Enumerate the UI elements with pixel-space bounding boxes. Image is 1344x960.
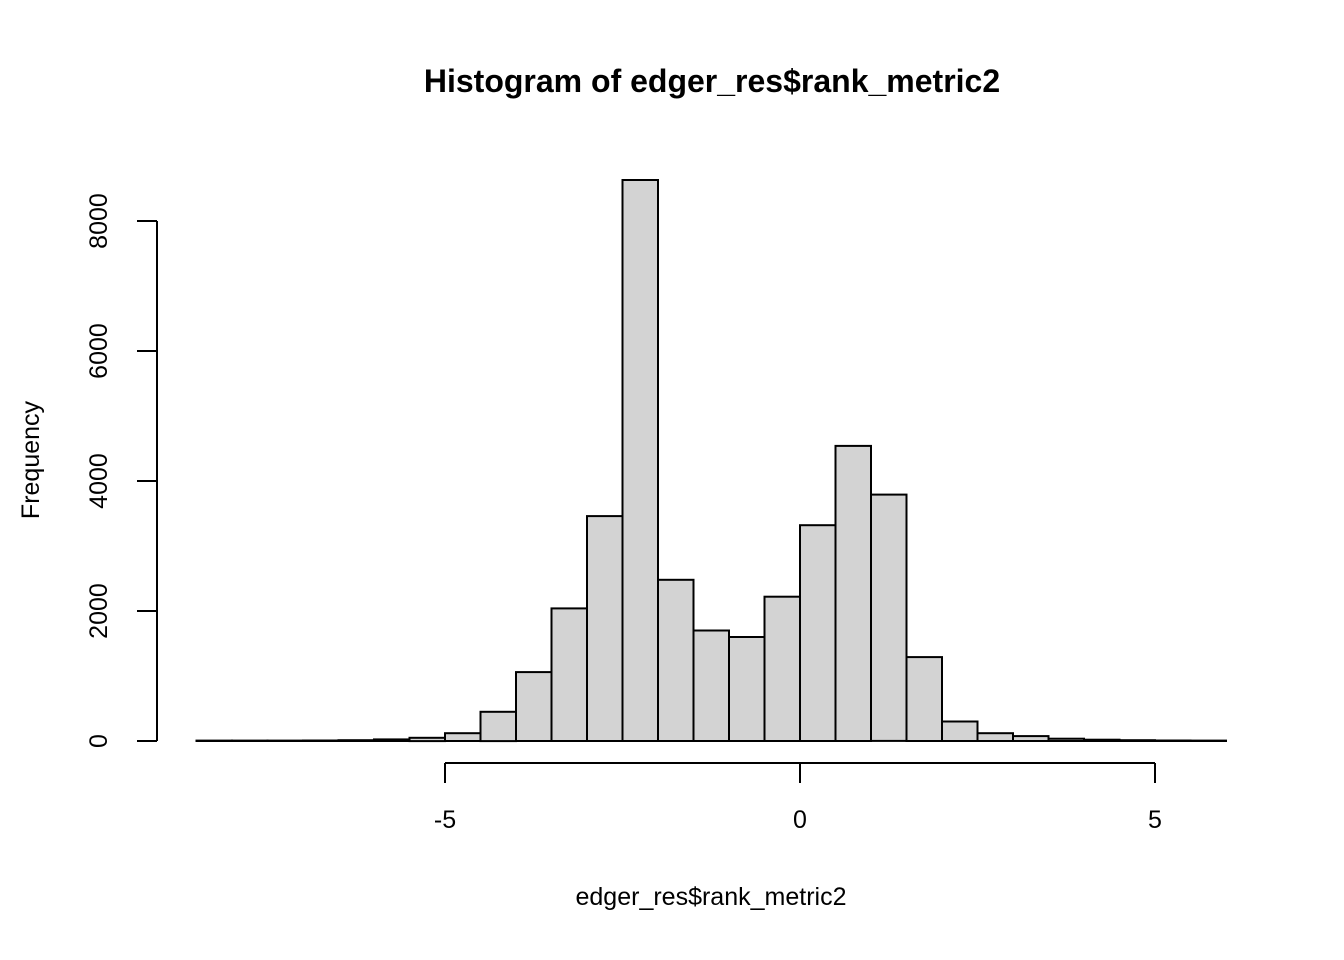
histogram-bar <box>515 671 553 742</box>
histogram-bar <box>408 736 446 743</box>
x-axis-ticks <box>444 763 1156 783</box>
histogram-bar <box>799 524 837 743</box>
chart-title: Histogram of edger_res$rank_metric2 <box>424 63 1000 99</box>
histogram-bar <box>692 629 730 742</box>
y-axis-label: Frequency <box>17 400 45 519</box>
y-tick-label: 6000 <box>85 323 113 379</box>
x-tick-label: 0 <box>793 806 807 834</box>
histogram-bar <box>976 732 1014 743</box>
y-tick-label: 0 <box>85 734 113 748</box>
y-tick-label: 2000 <box>85 583 113 639</box>
histogram-bar <box>337 739 375 743</box>
histogram-bar <box>550 607 588 743</box>
histogram-bar <box>1154 739 1192 742</box>
y-axis-ticks <box>137 220 157 742</box>
histogram-bar <box>834 444 872 742</box>
y-tick-label: 8000 <box>85 193 113 249</box>
histogram-bar <box>763 595 801 743</box>
histogram-bar <box>621 179 659 742</box>
histogram-bar <box>1083 738 1121 743</box>
x-axis-label: edger_res$rank_metric2 <box>576 883 847 911</box>
histogram-bar <box>870 493 908 742</box>
x-tick-labels: -5 0 5 <box>434 806 1162 834</box>
histogram-bar <box>444 732 482 743</box>
histogram-bar <box>1047 737 1085 743</box>
histogram-bar <box>373 738 411 743</box>
histogram-bar <box>586 515 624 742</box>
histogram-bar <box>302 739 340 742</box>
histogram-bar <box>1012 735 1050 742</box>
x-tick-label: 5 <box>1148 806 1162 834</box>
histogram-bar <box>479 710 517 743</box>
histogram-bar <box>1118 739 1156 743</box>
histogram-bar <box>728 636 766 742</box>
y-tick-label: 4000 <box>85 453 113 509</box>
histogram-bars <box>195 179 1227 743</box>
histogram-bar <box>905 656 943 742</box>
y-tick-labels: 0 2000 4000 6000 8000 <box>85 193 113 748</box>
histogram-bar <box>941 720 979 742</box>
histogram-bar <box>657 578 695 742</box>
x-tick-label: -5 <box>434 806 456 834</box>
